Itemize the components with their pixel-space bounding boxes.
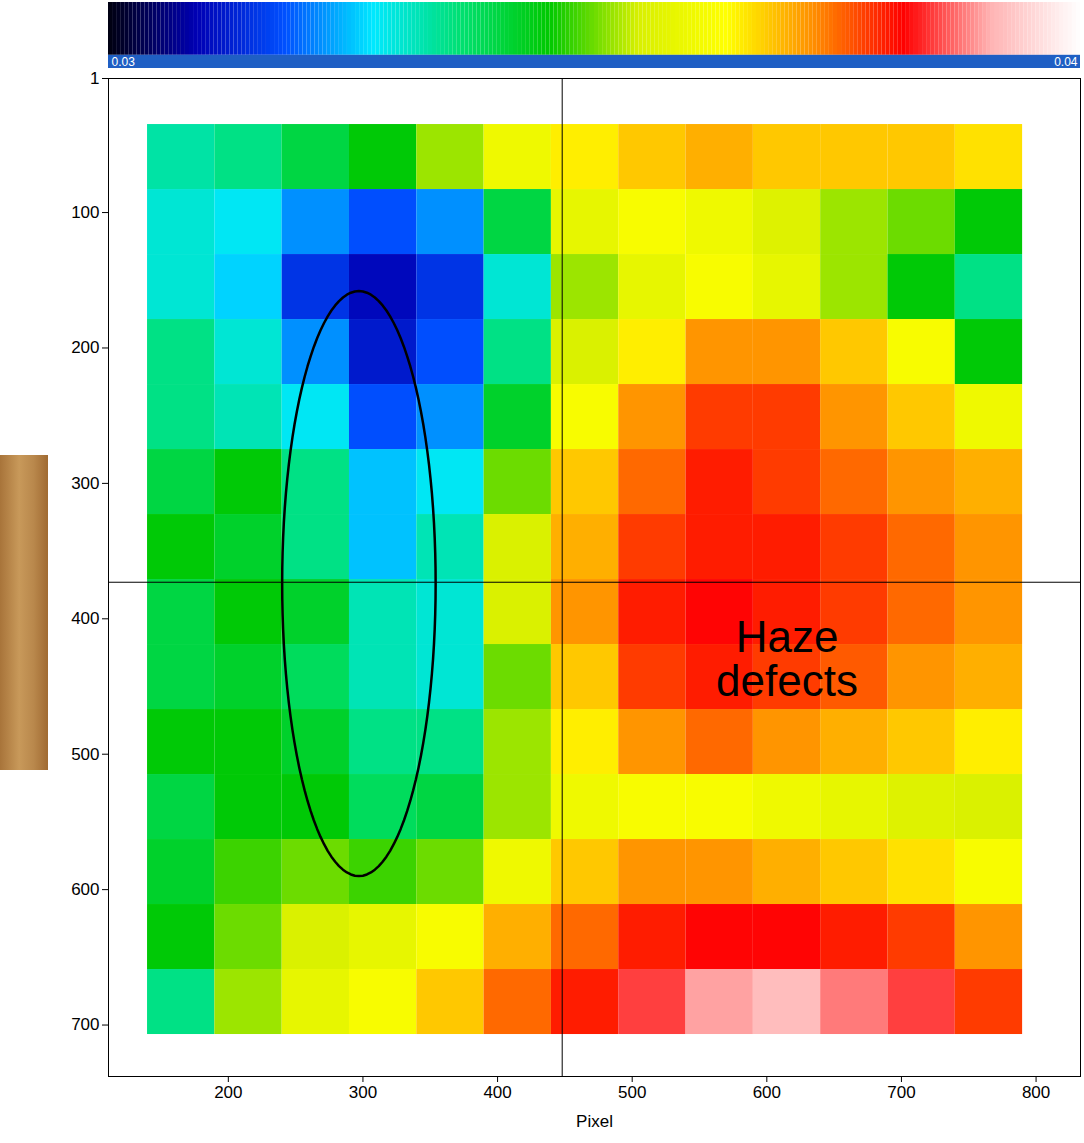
svg-text:300: 300 xyxy=(71,474,99,493)
svg-text:400: 400 xyxy=(483,1083,511,1102)
svg-text:Hazedefects: Hazedefects xyxy=(716,612,858,705)
svg-text:100: 100 xyxy=(71,203,99,222)
svg-text:200: 200 xyxy=(71,338,99,357)
svg-text:400: 400 xyxy=(71,609,99,628)
svg-text:0.04: 0.04 xyxy=(1054,55,1078,69)
svg-text:Pixel: Pixel xyxy=(576,1112,613,1131)
svg-text:500: 500 xyxy=(71,745,99,764)
svg-text:800: 800 xyxy=(1022,1083,1050,1102)
svg-text:700: 700 xyxy=(887,1083,915,1102)
svg-text:500: 500 xyxy=(618,1083,646,1102)
svg-text:1: 1 xyxy=(90,70,99,88)
svg-text:600: 600 xyxy=(753,1083,781,1102)
svg-text:300: 300 xyxy=(349,1083,377,1102)
svg-text:600: 600 xyxy=(71,880,99,899)
svg-text:200: 200 xyxy=(214,1083,242,1102)
svg-text:700: 700 xyxy=(71,1015,99,1034)
svg-text:0.03: 0.03 xyxy=(112,55,136,69)
